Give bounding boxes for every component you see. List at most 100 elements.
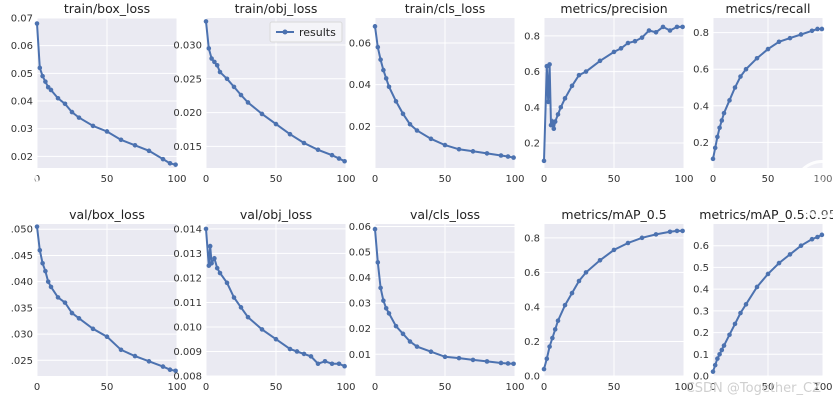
data-point (727, 98, 732, 103)
data-point (315, 147, 321, 153)
y-tick-label: .030 (11, 330, 33, 341)
data-point (653, 232, 659, 237)
data-point (674, 228, 680, 234)
data-point (569, 290, 575, 296)
data-point (217, 69, 223, 75)
chart-title: metrics/mAP_0.5:0.95 (699, 207, 833, 222)
data-point (48, 284, 54, 290)
next-image-button[interactable] (793, 160, 833, 218)
chart-title: train/obj_loss (235, 1, 318, 16)
data-point (37, 65, 43, 71)
y-tick-label: 0.06 (11, 41, 33, 52)
legend-label: results (299, 26, 336, 39)
y-tick-label: 0.6 (693, 241, 709, 252)
y-tick-label: 0.030 (173, 41, 202, 52)
chart-panel-8: 0 50 100 0.01 0.02 0.03 0.04 0.05 0.06 val/cls_lo… (349, 207, 525, 393)
legend-box (269, 21, 343, 43)
chevron-left-icon (2, 177, 17, 201)
chart-title: metrics/mAP_0.5 (561, 207, 666, 222)
chart-panel-2: 0 50 100 0.015 0.020 0.025 0.030 train/obj_loss… (173, 1, 355, 185)
data-point (511, 155, 516, 160)
data-point (217, 270, 223, 276)
data-point (224, 280, 230, 286)
watermark-text: CSDN @Together_CZ (685, 381, 821, 396)
y-tick-label: 0.014 (173, 224, 202, 235)
data-point (287, 131, 293, 137)
data-point (118, 137, 124, 143)
data-point (146, 148, 152, 154)
data-point (245, 314, 251, 320)
data-point (393, 99, 399, 104)
data-point (43, 268, 48, 274)
data-point (76, 115, 82, 120)
data-point (809, 236, 815, 242)
x-tick-label: 100 (505, 174, 524, 185)
data-point (407, 339, 413, 344)
data-point (146, 359, 152, 364)
y-tick-label: 0.2 (524, 337, 540, 348)
chevron-right-icon (816, 177, 831, 201)
data-point (547, 344, 552, 349)
data-point (597, 257, 603, 263)
data-point (541, 366, 547, 372)
y-tick-label: 0.013 (173, 249, 202, 260)
data-point (732, 321, 738, 327)
data-point (287, 346, 293, 352)
data-point (383, 76, 389, 81)
data-point (625, 240, 631, 246)
data-point (470, 149, 476, 154)
legend-marker (282, 29, 288, 35)
data-point (787, 35, 793, 41)
x-tick-label: 50 (762, 174, 775, 185)
y-tick-label: 0.020 (173, 108, 202, 119)
y-tick-label: 0.02 (349, 324, 371, 335)
data-point (372, 24, 378, 29)
data-point (386, 311, 392, 316)
data-point (484, 359, 490, 364)
data-point (484, 151, 490, 156)
data-point (132, 143, 138, 148)
data-point (544, 356, 550, 362)
y-tick-label: 0.03 (11, 124, 33, 135)
data-point (214, 265, 220, 271)
data-point (45, 84, 51, 90)
y-tick-label: 0.8 (524, 233, 540, 244)
previous-image-button[interactable] (0, 160, 40, 218)
x-tick-label: 0 (203, 382, 209, 393)
data-point (48, 87, 54, 93)
data-point (386, 84, 392, 90)
data-point (743, 302, 749, 307)
data-point (809, 28, 815, 34)
y-tick-label: 0.01 (349, 350, 371, 361)
y-tick-label: 0.012 (173, 273, 202, 284)
data-point (721, 343, 727, 348)
chart-panel-4: 0 50 100 0.2 0.4 0.6 0.8 metrics/precision (524, 1, 693, 185)
data-point (238, 305, 244, 310)
data-point (34, 21, 40, 26)
data-point (754, 55, 760, 61)
x-tick-label: 0 (710, 382, 716, 393)
y-tick-label: 0.6 (693, 65, 709, 76)
y-tick-label: 0.008 (173, 372, 202, 383)
data-point (576, 72, 582, 78)
x-tick-label: 100 (674, 382, 693, 393)
data-point (715, 356, 720, 361)
data-point (37, 247, 43, 253)
data-point (727, 332, 732, 338)
data-point (625, 40, 631, 46)
data-point (555, 318, 561, 324)
y-tick-label: 0.011 (173, 298, 202, 309)
y-tick-label: 0.03 (349, 299, 371, 310)
y-tick-label: 0.05 (11, 69, 33, 80)
chart-title: train/box_loss (64, 1, 150, 16)
data-point (90, 326, 96, 332)
data-point (245, 100, 251, 105)
y-tick-label: 0.025 (173, 74, 202, 85)
y-tick-label: 0.8 (693, 28, 709, 39)
data-point (400, 111, 406, 117)
data-point (819, 26, 825, 32)
y-tick-label: 0.04 (11, 97, 33, 108)
data-point (428, 349, 434, 355)
x-tick-label: 50 (101, 174, 114, 185)
